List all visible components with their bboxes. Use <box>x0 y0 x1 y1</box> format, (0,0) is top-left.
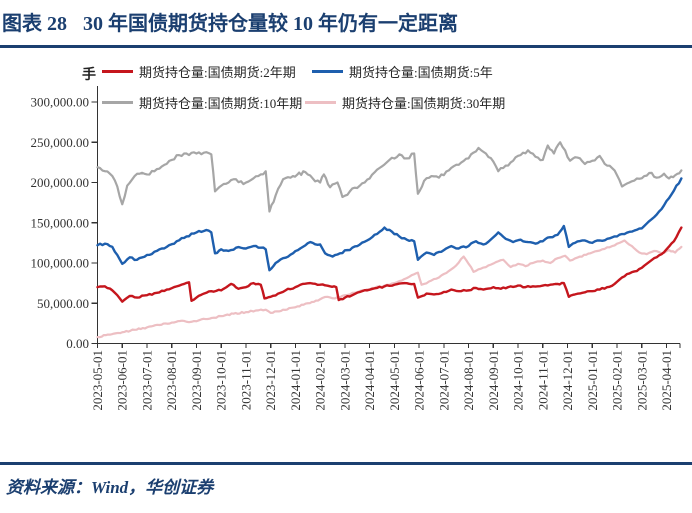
x-tick-label: 2024-05-01 <box>387 350 402 411</box>
title-divider <box>0 45 692 48</box>
legend-item-30y: 期货持仓量:国债期货:30年期 <box>305 94 506 111</box>
axis-unit-label: 手 <box>82 68 96 83</box>
legend-line-2y <box>102 69 133 73</box>
legend-item-10y: 期货持仓量:国债期货:10年期 <box>102 94 303 111</box>
x-tick-label: 2024-01-01 <box>288 350 303 411</box>
x-tick-label: 2023-11-01 <box>238 350 253 410</box>
figure-label: 图表 28 <box>2 13 67 35</box>
x-tick-label: 2024-06-01 <box>412 350 427 411</box>
legend-line-5y <box>312 69 343 73</box>
x-tick-label: 2024-08-01 <box>461 350 476 411</box>
x-tick-label: 2025-02-01 <box>610 350 625 411</box>
legend-item-5y: 期货持仓量:国债期货:5年 <box>312 63 493 80</box>
x-tick-label: 2025-04-01 <box>659 350 674 411</box>
y-tick-label: 100,000.00 <box>31 256 90 271</box>
x-tick-label: 2024-09-01 <box>486 350 501 411</box>
y-tick-label: 0.00 <box>66 336 89 351</box>
y-tick-label: 250,000.00 <box>31 135 90 150</box>
series-line-2 <box>96 141 683 213</box>
x-tick-label: 2023-08-01 <box>164 350 179 411</box>
legend-item-2y: 期货持仓量:国债期货:2年期 <box>102 63 296 80</box>
series-line-1 <box>96 177 683 272</box>
y-tick-label: 50,000.00 <box>37 296 89 311</box>
line-chart: 0.00 50,000.00 100,000.00 150,000.00 200,000… <box>31 86 683 411</box>
figure-title-text: 30 年国债期货持仓量较 10 年仍有一定距离 <box>83 13 458 35</box>
legend-label-2y: 期货持仓量:国债期货:2年期 <box>139 64 296 80</box>
x-tick-label: 2023-10-01 <box>214 350 229 411</box>
legend-line-30y <box>305 100 336 104</box>
x-tick-label: 2024-03-01 <box>337 350 352 411</box>
legend-label-10y: 期货持仓量:国债期货:10年期 <box>139 95 303 111</box>
footer-divider <box>0 462 692 465</box>
x-tick-label: 2023-09-01 <box>189 350 204 411</box>
x-tick-label: 2023-07-01 <box>139 350 154 411</box>
series-line-3 <box>96 239 683 339</box>
x-tick-label: 2024-04-01 <box>362 350 377 411</box>
x-tick-label: 2024-12-01 <box>560 350 575 411</box>
x-tick-label: 2025-01-01 <box>585 350 600 411</box>
x-tick-label: 2025-03-01 <box>634 350 649 411</box>
x-tick-label: 2024-07-01 <box>436 350 451 411</box>
x-tick-label: 2024-10-01 <box>511 350 526 411</box>
legend-line-10y <box>102 100 133 104</box>
y-tick-label: 300,000.00 <box>31 95 90 110</box>
x-tick-label: 2024-02-01 <box>313 350 328 411</box>
axis-lines <box>96 86 680 345</box>
x-tick-label: 2023-05-01 <box>90 350 105 411</box>
x-tick-label: 2024-11-01 <box>535 350 550 410</box>
legend-label-5y: 期货持仓量:国债期货:5年 <box>349 64 493 80</box>
source-note: 资料来源：Wind，华创证券 <box>6 478 214 497</box>
y-tick-label: 150,000.00 <box>31 215 90 230</box>
figure-title: 图表 28 30 年国债期货持仓量较 10 年仍有一定距离 <box>0 0 692 45</box>
series-line-0 <box>96 226 683 303</box>
x-tick-label: 2023-06-01 <box>115 350 130 411</box>
x-tick-label: 2023-12-01 <box>263 350 278 411</box>
legend-label-30y: 期货持仓量:国债期货:30年期 <box>342 95 506 111</box>
chart-area: 0.00 50,000.00 100,000.00 150,000.00 200,000… <box>0 48 692 452</box>
y-tick-label: 200,000.00 <box>31 175 90 190</box>
